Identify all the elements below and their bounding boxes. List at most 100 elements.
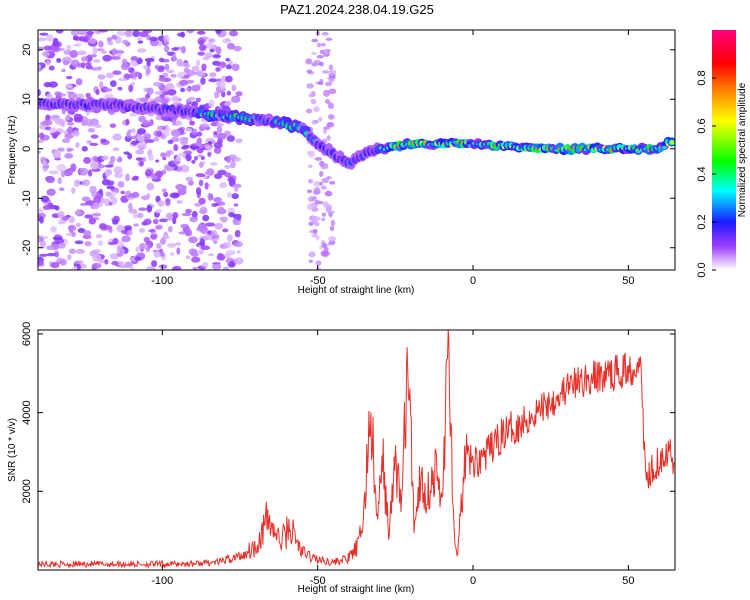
- noise-blob: [199, 238, 206, 247]
- noise-blob: [86, 140, 92, 144]
- noise-blob: [192, 266, 198, 270]
- noise-blob: [149, 36, 159, 42]
- noise-blob: [143, 218, 152, 225]
- noise-blob: [46, 188, 56, 196]
- noise-blob: [315, 260, 322, 266]
- noise-blob: [233, 203, 239, 207]
- noise-blob: [46, 93, 53, 101]
- noise-blob: [71, 187, 76, 195]
- noise-blob: [166, 88, 177, 96]
- noise-blob: [236, 217, 242, 221]
- noise-blob: [190, 71, 199, 76]
- noise-blob: [185, 176, 193, 182]
- noise-blob: [198, 44, 207, 52]
- noise-blob: [172, 53, 177, 62]
- noise-blob: [155, 159, 160, 163]
- noise-blob: [228, 60, 233, 65]
- noise-blob: [175, 155, 182, 162]
- noise-blob: [38, 139, 44, 144]
- noise-blob: [324, 190, 333, 197]
- noise-blob: [112, 70, 122, 75]
- noise-blob: [216, 132, 227, 140]
- noise-blob: [231, 84, 237, 92]
- noise-blob: [217, 206, 225, 213]
- noise-blob: [158, 57, 165, 63]
- noise-blob: [46, 60, 51, 66]
- noise-blob: [128, 202, 133, 211]
- noise-blob: [327, 102, 335, 110]
- noise-blob: [311, 233, 318, 238]
- noise-blob: [135, 246, 140, 253]
- noise-blob: [132, 30, 140, 38]
- noise-blob: [106, 185, 115, 190]
- snr-x-tick-label: -50: [310, 575, 326, 587]
- noise-blob: [324, 81, 333, 87]
- snr-panel: -100 -50 0 50 2000 4000 6000 Height of straigh…: [7, 322, 676, 595]
- noise-blob: [305, 108, 313, 114]
- noise-blob: [50, 261, 60, 269]
- noise-blob: [307, 203, 315, 211]
- noise-blob: [320, 165, 329, 170]
- noise-blob: [81, 196, 91, 202]
- noise-blob: [198, 249, 204, 255]
- noise-blob: [76, 263, 81, 270]
- noise-blob: [120, 190, 126, 195]
- noise-blob: [96, 48, 105, 52]
- noise-blob: [329, 69, 337, 75]
- noise-blob: [57, 177, 62, 185]
- noise-blob: [234, 257, 244, 265]
- noise-blob: [113, 215, 120, 221]
- ridge-blob: [669, 140, 675, 144]
- noise-blob: [42, 119, 53, 126]
- noise-blob: [185, 153, 192, 162]
- noise-blob: [217, 253, 223, 257]
- noise-blob: [87, 127, 95, 133]
- noise-blob: [208, 99, 215, 108]
- noise-blob: [50, 226, 57, 233]
- noise-blob: [312, 119, 319, 124]
- noise-blob: [185, 87, 193, 91]
- noise-blob: [155, 209, 162, 214]
- noise-blob: [139, 97, 148, 103]
- noise-blob: [64, 153, 74, 159]
- noise-blob: [74, 240, 84, 245]
- noise-blob: [223, 164, 232, 169]
- noise-blob: [157, 67, 165, 73]
- noise-blob: [183, 150, 193, 155]
- noise-blob: [48, 170, 59, 175]
- noise-blob: [138, 31, 149, 38]
- noise-blob: [73, 43, 82, 47]
- noise-blob: [180, 223, 190, 229]
- noise-blob: [236, 250, 241, 254]
- noise-blob: [180, 62, 190, 67]
- noise-blob: [54, 118, 65, 126]
- noise-blob: [66, 147, 74, 152]
- noise-blob: [104, 259, 109, 265]
- noise-blob: [215, 92, 220, 98]
- noise-blob: [191, 65, 200, 71]
- noise-blob: [324, 99, 331, 104]
- noise-blob: [165, 198, 171, 203]
- noise-blob: [129, 112, 138, 117]
- noise-blob: [171, 47, 179, 51]
- noise-blob: [160, 152, 167, 158]
- noise-blob: [38, 63, 42, 70]
- noise-blob: [94, 124, 102, 128]
- noise-blob: [61, 138, 71, 144]
- noise-blob: [124, 261, 133, 268]
- noise-blob: [43, 81, 52, 88]
- noise-blob: [113, 166, 123, 174]
- noise-blob: [81, 62, 86, 69]
- noise-blob: [42, 205, 52, 210]
- noise-blob: [85, 65, 93, 70]
- noise-blob: [307, 189, 313, 194]
- noise-blob: [184, 229, 193, 237]
- noise-blob: [54, 205, 60, 211]
- noise-blob: [199, 39, 204, 45]
- noise-blob: [202, 261, 209, 268]
- noise-blob: [130, 56, 139, 61]
- noise-blob: [197, 154, 203, 158]
- noise-blob: [315, 216, 321, 222]
